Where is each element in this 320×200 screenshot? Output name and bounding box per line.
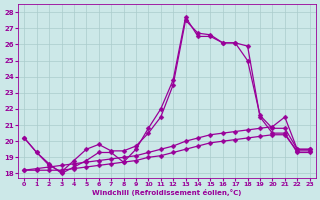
X-axis label: Windchill (Refroidissement éolien,°C): Windchill (Refroidissement éolien,°C) bbox=[92, 189, 242, 196]
